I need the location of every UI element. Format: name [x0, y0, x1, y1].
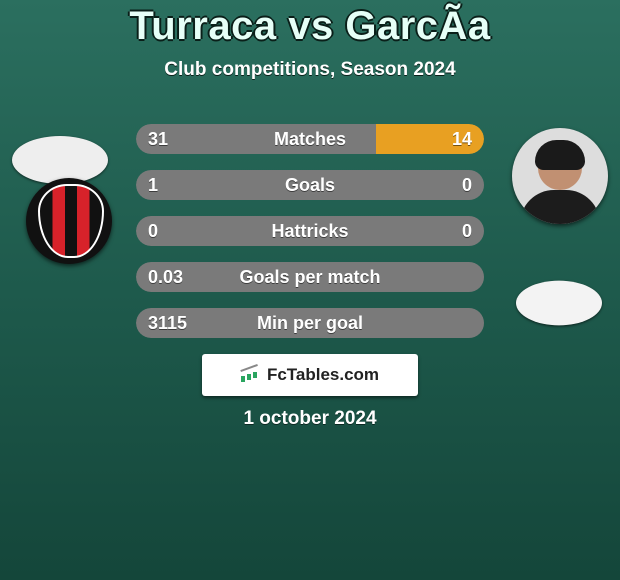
page-subtitle: Club competitions, Season 2024: [0, 59, 620, 81]
page-title: Turraca vs GarcÃ­a: [0, 0, 620, 49]
stat-label: Goals: [136, 170, 484, 200]
player-avatar-left: [12, 136, 108, 184]
stat-row: 0.03Goals per match: [136, 262, 484, 292]
stat-row: 3115Min per goal: [136, 308, 484, 338]
player-avatar-right: [512, 128, 608, 224]
team-badge-right: [516, 281, 602, 326]
stat-label: Matches: [136, 124, 484, 154]
stat-row: 3114Matches: [136, 124, 484, 154]
stat-label: Goals per match: [136, 262, 484, 292]
team-badge-left: [26, 178, 112, 264]
footer-source-label: FcTables.com: [267, 365, 379, 385]
stat-label: Hattricks: [136, 216, 484, 246]
stat-label: Min per goal: [136, 308, 484, 338]
stat-row: 10Goals: [136, 170, 484, 200]
stat-row: 00Hattricks: [136, 216, 484, 246]
chart-icon: [241, 368, 261, 382]
stats-panel: 3114Matches 10Goals 00Hattricks 0.03Goals p…: [136, 124, 484, 354]
footer-source: FcTables.com: [202, 354, 418, 396]
footer-date: 1 october 2024: [0, 408, 620, 430]
